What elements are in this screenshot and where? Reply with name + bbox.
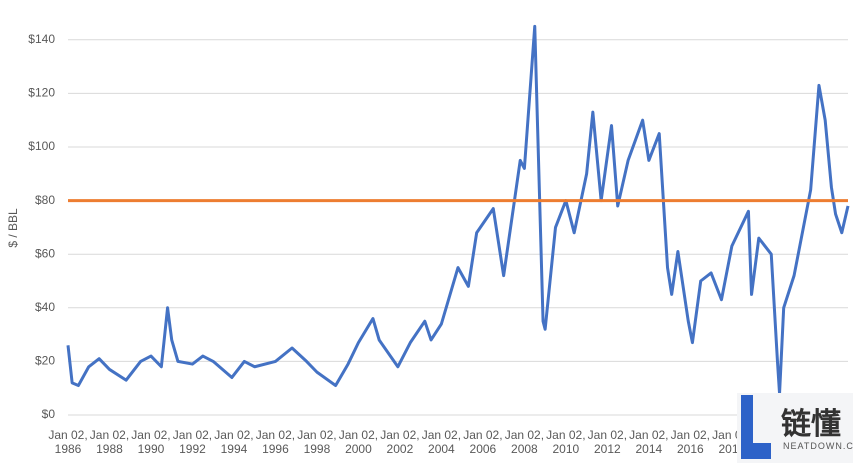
y-tick-label: $80 <box>35 193 55 207</box>
watermark-subtext: NEATDOWN.COM <box>783 441 853 451</box>
x-tick-label: Jan 02, 2002 <box>380 428 420 456</box>
series-line <box>66 24 850 396</box>
x-tick-label: Jan 02, 2012 <box>587 428 628 456</box>
x-tick-label: Jan 02, 2016 <box>670 428 711 456</box>
y-tick-label: $120 <box>28 86 55 100</box>
y-tick-label: $40 <box>35 300 55 314</box>
y-tick-label: $60 <box>35 246 55 260</box>
x-tick-label: Jan 02, 2006 <box>463 428 503 456</box>
y-tick-label: $20 <box>35 354 55 368</box>
x-tick-label: Jan 02, 1988 <box>89 428 130 456</box>
y-tick-label: $100 <box>28 139 55 153</box>
x-tick-label: Jan 02, 1998 <box>297 428 337 456</box>
watermark: 链懂 NEATDOWN.COM <box>737 393 853 463</box>
x-tick-label: Jan 02, 2010 <box>546 428 586 456</box>
x-tick-label: Jan 02, 2014 <box>629 428 669 456</box>
x-tick-label: Jan 02, 1990 <box>131 428 171 456</box>
x-tick-label: Jan 02, 2004 <box>421 428 462 456</box>
x-tick-label: Jan 02, 1992 <box>172 428 213 456</box>
x-tick-label: Jan 02, 1986 <box>48 428 88 456</box>
y-tick-label: $140 <box>28 32 55 46</box>
watermark-text: 链懂 <box>781 407 841 442</box>
x-tick-label: Jan 02, 1994 <box>214 428 254 456</box>
x-tick-label: Jan 02, 1996 <box>255 428 296 456</box>
y-tick-label: $0 <box>42 407 56 421</box>
y-axis-label: $ / BBL <box>6 208 20 248</box>
watermark-logo <box>741 395 771 459</box>
x-tick-label: Jan 02, 2000 <box>338 428 379 456</box>
x-tick-label: Jan 02, 2008 <box>504 428 545 456</box>
